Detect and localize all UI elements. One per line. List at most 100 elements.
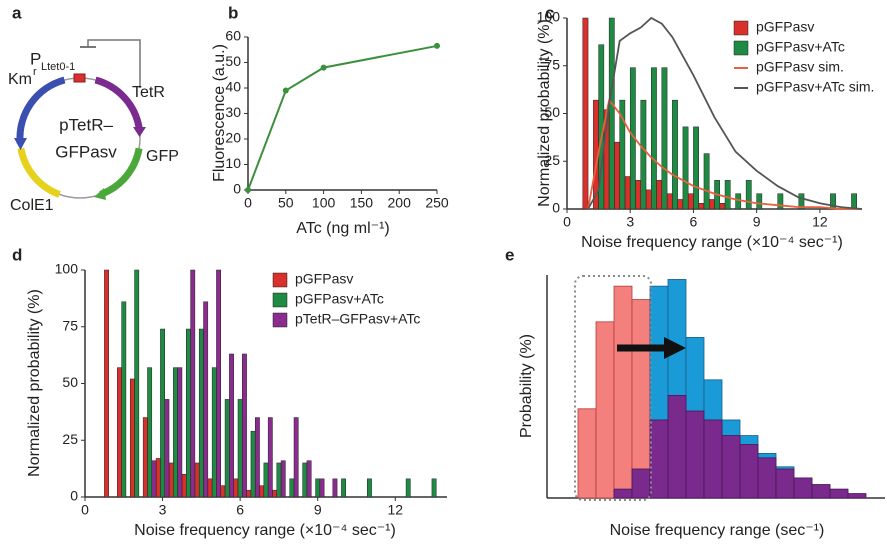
bar: [177, 367, 183, 498]
x-tick-label: 6: [236, 502, 244, 518]
bar: [198, 328, 204, 498]
bar: [798, 193, 805, 210]
bar: [289, 478, 295, 498]
bar: [280, 460, 286, 498]
bar: [173, 367, 178, 498]
x-axis-label: Noise frequency range (×10⁻⁴ sec⁻¹): [581, 234, 843, 251]
shift-arrowhead: [664, 337, 686, 359]
bar: [682, 126, 689, 210]
bar: [595, 321, 615, 499]
legend-swatch: [733, 20, 749, 36]
bar: [577, 408, 597, 499]
bar: [315, 478, 321, 498]
bar: [276, 462, 282, 498]
bar: [847, 493, 867, 499]
bar: [302, 462, 308, 498]
resistance-superscript: r: [33, 66, 37, 78]
bar: [685, 410, 705, 499]
bar: [237, 399, 243, 498]
bar: [224, 399, 230, 498]
bar: [721, 435, 741, 499]
kmr-arrow: [14, 138, 27, 150]
y-tick-label: 40: [225, 79, 241, 95]
bar: [104, 269, 109, 498]
panel-label: c: [545, 3, 554, 22]
bar: [677, 199, 684, 210]
bar: [272, 489, 278, 498]
bar: [687, 193, 694, 210]
bar: [164, 399, 170, 498]
cole1-origin: [17, 147, 61, 198]
x-tick-label: 50: [278, 195, 294, 211]
bar: [130, 378, 135, 498]
y-tick-label: 50: [62, 374, 78, 390]
legend-label: pGFPasv+ATc: [295, 291, 384, 307]
bar: [719, 203, 726, 210]
y-tick-label: 25: [62, 431, 78, 447]
panel-label: d: [12, 245, 22, 264]
bar: [263, 462, 269, 498]
bar: [724, 180, 731, 210]
bar: [220, 485, 226, 498]
tetr-arrow: [133, 127, 146, 137]
data-point: [245, 187, 251, 193]
bar: [160, 328, 165, 498]
legend-swatch: [733, 40, 749, 56]
bar: [332, 478, 338, 498]
x-tick-label: 200: [388, 195, 412, 211]
bar: [203, 301, 209, 498]
y-tick-label: 30: [225, 104, 241, 120]
promoter-label: P: [30, 49, 41, 68]
kmr-gene: [16, 76, 66, 144]
bar: [319, 478, 325, 498]
y-tick-label: 20: [225, 130, 241, 146]
gene-label: TetR: [132, 84, 165, 101]
bar: [693, 126, 699, 210]
y-tick-label: 75: [62, 317, 78, 333]
bar: [242, 353, 247, 498]
legend-label: pGFPasv+ATc sim.: [756, 79, 874, 95]
legend-label: pTetR–GFPasv+ATc: [295, 311, 420, 327]
bar: [635, 180, 641, 210]
bar: [306, 460, 312, 498]
panel-label: e: [505, 245, 514, 264]
bar: [207, 478, 213, 498]
bar: [666, 193, 673, 210]
bar: [811, 484, 831, 499]
bar: [142, 417, 148, 498]
x-tick-label: 0: [244, 195, 252, 211]
x-tick-label: 250: [425, 195, 449, 211]
bar: [134, 269, 140, 498]
bar: [151, 460, 157, 498]
bar: [756, 193, 763, 210]
bar: [259, 485, 265, 498]
bar: [613, 488, 633, 499]
data-point: [434, 42, 440, 49]
bar: [775, 468, 795, 499]
bar: [367, 478, 372, 498]
y-tick-label: 10: [225, 155, 241, 171]
y-tick-label: 0: [552, 200, 560, 216]
x-axis-label: ATc (ng ml⁻¹): [296, 220, 389, 237]
x-tick-label: 9: [753, 214, 761, 230]
y-tick-label: 60: [225, 28, 241, 44]
bar: [121, 301, 127, 498]
bar: [645, 189, 652, 210]
bar: [624, 176, 631, 210]
bar: [829, 488, 849, 499]
bar: [613, 285, 633, 499]
y-tick-label: 0: [70, 488, 78, 504]
x-tick-label: 12: [387, 502, 403, 518]
bar: [147, 367, 153, 498]
bar: [405, 478, 411, 498]
resistance-label: Km: [8, 71, 32, 88]
tetr-gene: [94, 76, 143, 129]
data-point: [282, 87, 289, 94]
y-tick-label: 100: [55, 261, 79, 277]
data-line: [587, 16, 863, 210]
y-axis-label: Normalized probability (%): [536, 19, 553, 207]
bar: [254, 417, 260, 498]
bar: [661, 67, 668, 210]
bar: [233, 478, 239, 498]
